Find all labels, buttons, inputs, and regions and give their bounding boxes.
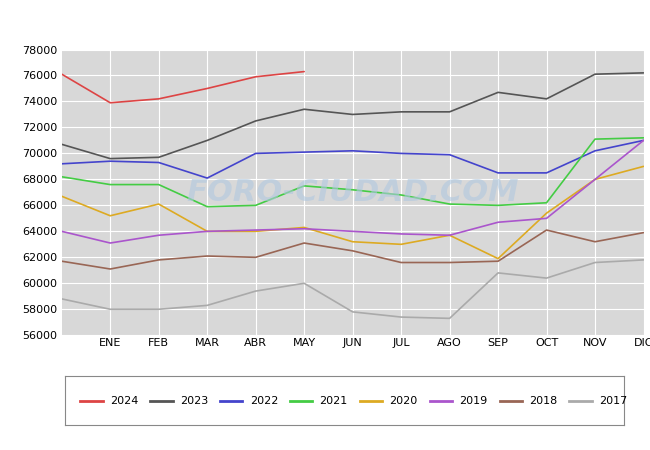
- Text: 2019: 2019: [460, 396, 488, 405]
- Text: http://www.foro-ciudad.com: http://www.foro-ciudad.com: [486, 436, 630, 446]
- Text: 2020: 2020: [389, 396, 418, 405]
- Text: 2017: 2017: [599, 396, 627, 405]
- Text: 2021: 2021: [320, 396, 348, 405]
- Text: 2024: 2024: [110, 396, 138, 405]
- Text: Afiliados en Toledo a 31/5/2024: Afiliados en Toledo a 31/5/2024: [183, 17, 467, 35]
- Text: FORO-CIUDAD.COM: FORO-CIUDAD.COM: [187, 178, 519, 207]
- Text: 2023: 2023: [180, 396, 208, 405]
- Text: 2018: 2018: [529, 396, 558, 405]
- Text: 2022: 2022: [250, 396, 278, 405]
